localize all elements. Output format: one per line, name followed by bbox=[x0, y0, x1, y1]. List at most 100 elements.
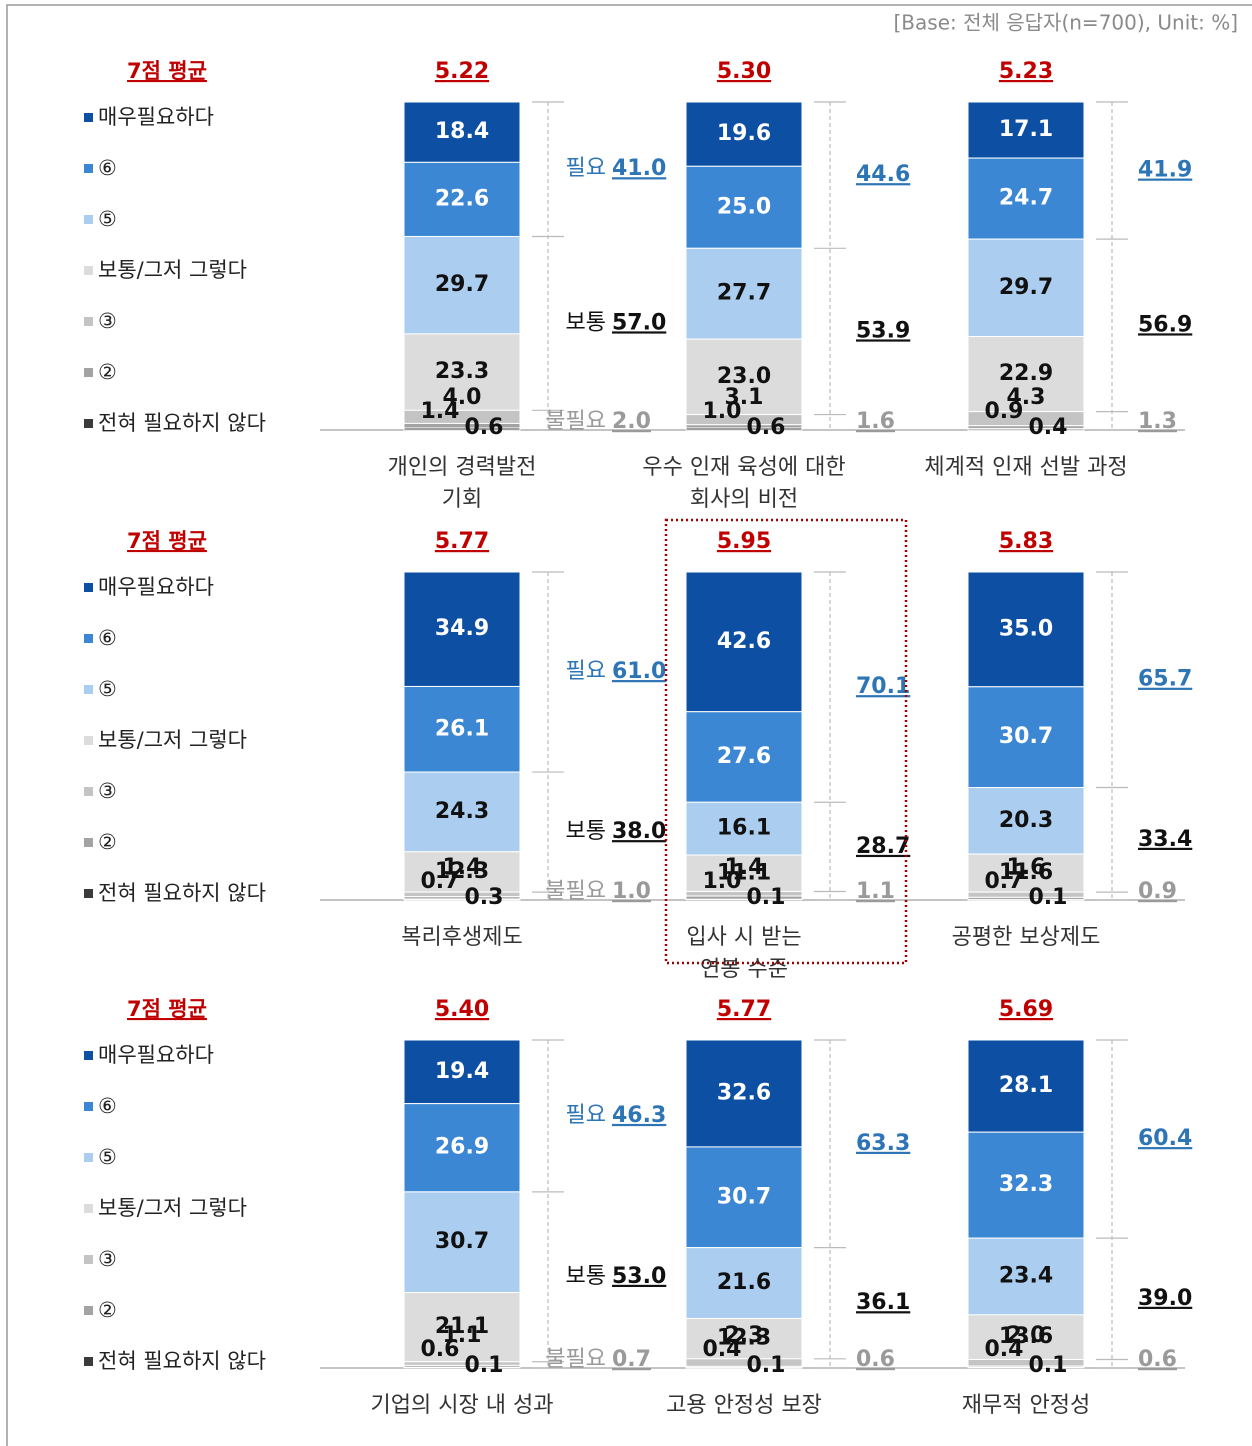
legend-label: 매우필요하다 bbox=[98, 105, 214, 129]
average-label: 5.77 bbox=[435, 529, 489, 554]
category-label: 입사 시 받는 bbox=[686, 925, 801, 950]
category-label: 연봉 수준 bbox=[700, 957, 788, 982]
group-name: 불필요 bbox=[545, 879, 606, 904]
value-label: 29.7 bbox=[435, 272, 489, 297]
bar-segment bbox=[403, 1292, 521, 1363]
bar-segment bbox=[967, 853, 1085, 893]
sum-label: 60.4 bbox=[1138, 1126, 1192, 1151]
value-label: 27.6 bbox=[717, 744, 771, 769]
bar-segment bbox=[403, 898, 521, 901]
legend-label: ⑥ bbox=[98, 626, 117, 650]
value-label: 42.6 bbox=[717, 629, 771, 654]
legend-swatch bbox=[84, 113, 93, 122]
legend-label: ② bbox=[98, 360, 117, 384]
bar-segment bbox=[685, 247, 803, 340]
value-label: 30.7 bbox=[717, 1184, 771, 1209]
bar-segment bbox=[967, 238, 1085, 338]
sum-label: 41.9 bbox=[1138, 158, 1192, 183]
legend-swatch bbox=[84, 1051, 93, 1060]
value-label: 25.0 bbox=[717, 194, 771, 219]
sum-label: 44.6 bbox=[856, 162, 910, 187]
value-label: 0.7 bbox=[421, 869, 460, 894]
value-label: 34.9 bbox=[435, 616, 489, 641]
bar-segment bbox=[403, 771, 521, 853]
legend-label: ⑤ bbox=[98, 207, 117, 231]
legend-label: ⑥ bbox=[98, 156, 117, 180]
bar-segment bbox=[685, 1247, 803, 1319]
category-label: 기업의 시장 내 성과 bbox=[371, 1393, 554, 1418]
value-label: 21.6 bbox=[717, 1270, 771, 1295]
value-label: 22.9 bbox=[999, 361, 1053, 386]
legend-swatch bbox=[84, 317, 93, 326]
legend-swatch bbox=[84, 787, 93, 796]
group-name: 보통 bbox=[566, 819, 606, 844]
sum-label: 28.7 bbox=[856, 834, 910, 859]
legend-label: ⑥ bbox=[98, 1094, 117, 1118]
value-label: 18.4 bbox=[435, 119, 489, 144]
legend-label: ⑤ bbox=[98, 677, 117, 701]
value-label: 27.7 bbox=[717, 281, 771, 306]
value-label: 35.0 bbox=[999, 616, 1053, 641]
sum-label: 1.3 bbox=[1138, 409, 1177, 434]
sum-label: 63.3 bbox=[856, 1131, 910, 1156]
sum-label: 38.0 bbox=[612, 819, 666, 844]
average-caption: 7점 평균 bbox=[127, 59, 207, 83]
value-label: 26.9 bbox=[435, 1135, 489, 1160]
bar-segment bbox=[685, 801, 803, 856]
value-label: 3.1 bbox=[725, 385, 764, 410]
value-label: 11.6 bbox=[999, 860, 1053, 885]
value-label: 1.4 bbox=[443, 855, 482, 880]
value-label: 0.4 bbox=[985, 1337, 1024, 1362]
legend-label: 매우필요하다 bbox=[98, 1043, 214, 1067]
bar-segment bbox=[403, 427, 521, 431]
value-label: 0.4 bbox=[703, 1337, 742, 1362]
value-label: 19.4 bbox=[435, 1059, 489, 1084]
value-label: 23.0 bbox=[717, 364, 771, 389]
legend-label: 전혀 필요하지 않다 bbox=[98, 881, 266, 905]
legend-label: ③ bbox=[98, 779, 117, 803]
sum-label: 2.0 bbox=[612, 409, 651, 434]
sum-label: 1.0 bbox=[612, 879, 651, 904]
category-label: 재무적 안정성 bbox=[962, 1393, 1090, 1418]
category-label: 개인의 경력발전 bbox=[388, 455, 537, 480]
value-label: 12.3 bbox=[717, 1326, 771, 1351]
bar-segment bbox=[403, 1103, 521, 1193]
legend-swatch bbox=[84, 1102, 93, 1111]
legend-swatch bbox=[84, 215, 93, 224]
average-label: 5.23 bbox=[999, 59, 1053, 84]
sum-label: 57.0 bbox=[612, 310, 666, 335]
legend-swatch bbox=[84, 1357, 93, 1366]
value-label: 20.3 bbox=[999, 808, 1053, 833]
legend-label: ⑤ bbox=[98, 1145, 117, 1169]
value-label: 0.6 bbox=[421, 1337, 460, 1362]
value-label: 1.4 bbox=[725, 855, 764, 880]
legend-swatch bbox=[84, 164, 93, 173]
bar-segment bbox=[403, 1039, 521, 1105]
category-label: 체계적 인재 선발 과정 bbox=[924, 455, 1127, 480]
value-label: 1.0 bbox=[703, 399, 742, 424]
value-label: 24.7 bbox=[999, 186, 1053, 211]
bar-segment bbox=[403, 851, 521, 893]
value-label: 0.6 bbox=[747, 415, 786, 440]
group-name: 필요 bbox=[566, 1103, 606, 1128]
sum-label: 53.9 bbox=[856, 318, 910, 343]
bar-segment bbox=[403, 571, 521, 687]
value-label: 23.3 bbox=[435, 359, 489, 384]
average-caption: 7점 평균 bbox=[127, 529, 207, 553]
base-note: [Base: 전체 응답자(n=700), Unit: %] bbox=[894, 11, 1239, 35]
group-name: 불필요 bbox=[545, 1347, 606, 1372]
sum-label: 61.0 bbox=[612, 659, 666, 684]
legend-swatch bbox=[84, 838, 93, 847]
bar-segment bbox=[685, 854, 803, 892]
legend-swatch bbox=[84, 583, 93, 592]
sum-label: 1.6 bbox=[856, 409, 895, 434]
sum-label: 33.4 bbox=[1138, 827, 1192, 852]
average-caption: 7점 평균 bbox=[127, 997, 207, 1021]
value-label: 29.7 bbox=[999, 275, 1053, 300]
category-label: 기회 bbox=[442, 487, 482, 512]
legend-label: 매우필요하다 bbox=[98, 575, 214, 599]
bar-segment bbox=[967, 571, 1085, 688]
sum-label: 46.3 bbox=[612, 1103, 666, 1128]
value-label: 0.4 bbox=[1029, 415, 1068, 440]
